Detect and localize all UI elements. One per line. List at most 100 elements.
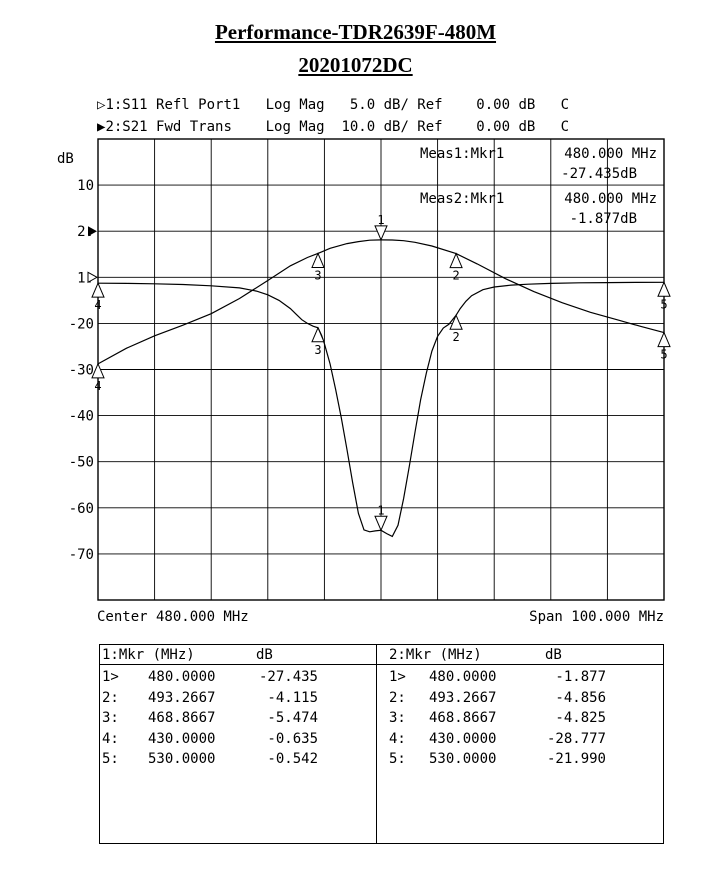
marker-table-right-db: -4.856: [555, 689, 606, 706]
marker-table-right-mkr: 5:: [389, 751, 406, 767]
marker-label: 4: [94, 298, 101, 312]
marker-label: 3: [314, 268, 321, 282]
trace-s11: [97, 281, 665, 538]
meas-value: -1.877dB: [570, 211, 637, 227]
page-subtitle: 20201072DC: [298, 53, 413, 77]
traces: [97, 239, 665, 538]
marker-table-left-mkr: 3:: [102, 710, 119, 726]
y-axis-label: dB: [57, 151, 74, 167]
marker-table-left: 1:Mkr (MHz) dB 1> 480.0000 -27.435 2: 493.26…: [100, 645, 376, 843]
marker-s11-3: 3: [311, 326, 325, 357]
center-label: Center 480.000 MHz: [97, 609, 249, 625]
marker-label: 2: [452, 330, 459, 344]
meas-readouts: Meas1:Mkr1 480.000 MHz -27.435dB Meas2:Mkr1…: [420, 146, 657, 227]
marker-s11-5: 5: [657, 281, 671, 311]
marker-s21-5: 5: [657, 331, 671, 362]
marker-table-left-freq: 480.0000: [148, 669, 216, 685]
marker-table-left-freq: 493.2667: [148, 689, 216, 706]
marker-table-right-freq: 530.0000: [429, 751, 497, 767]
ref-pointer-icon: [87, 271, 99, 284]
marker-label: 1: [377, 503, 384, 517]
span-label: Span 100.000 MHz: [529, 609, 664, 625]
marker-table-left-mkr: 2:: [102, 689, 119, 706]
meas-label: Meas2:Mkr1: [420, 191, 504, 207]
marker-table-left-db: -0.635: [267, 730, 318, 747]
marker-table-left-freq: 530.0000: [148, 751, 216, 767]
marker-table-left-freq: 430.0000: [148, 730, 216, 747]
y-tick-label: -30: [69, 363, 94, 379]
marker-triangle-icon: [311, 252, 325, 268]
y-tick-label: -60: [69, 501, 94, 517]
meas-label: Meas1:Mkr1: [420, 146, 504, 162]
marker-label: 4: [94, 379, 101, 393]
marker-triangle-icon: [374, 225, 388, 242]
marker-s21-4: 4: [91, 362, 105, 393]
meas-freq: 480.000 MHz: [564, 146, 657, 162]
marker-table-right-freq: 493.2667: [429, 689, 497, 706]
page-title: Performance-TDR2639F-480M: [214, 20, 497, 44]
channel-2-text: 2:S21 Fwd Trans Log Mag 10.0 dB/ Ref 0.0…: [105, 119, 570, 135]
marker-triangle-icon: [91, 362, 105, 379]
marker-label: 5: [660, 348, 667, 362]
marker-table-right-freq: 480.0000: [429, 669, 497, 685]
marker-table-left-db: -0.542: [267, 751, 318, 767]
marker-table-right-db: -4.825: [555, 710, 606, 726]
marker-s21-3: 3: [311, 252, 325, 282]
marker-label: 1: [377, 213, 384, 227]
marker-table-right-db: -1.877: [555, 669, 606, 685]
marker-triangle-icon: [449, 313, 463, 330]
y-tick-labels: 102:1:-20-30-40-50-60-70: [69, 178, 99, 563]
marker-table-left-db: -27.435: [258, 669, 318, 685]
marker-s21-1: 1: [374, 213, 388, 242]
channel-1-line: ▷1:S11 Refl Port1 Log Mag 5.0 dB/ Ref 0.…: [97, 97, 569, 113]
marker-label: 2: [452, 269, 459, 283]
marker-table-right-mkr: 3:: [389, 710, 406, 726]
marker-table-right-db: -28.777: [546, 730, 606, 747]
y-tick-label: -40: [69, 409, 94, 425]
marker-table-right-freq: 430.0000: [429, 730, 497, 747]
marker-label: 5: [660, 297, 667, 311]
right-header-db: dB: [545, 647, 562, 663]
channel-2-line: ▶2:S21 Fwd Trans Log Mag 10.0 dB/ Ref 0.…: [97, 119, 569, 135]
left-header-mkr: 1:Mkr (MHz): [102, 647, 195, 663]
marker-triangle-icon: [91, 281, 105, 298]
marker-label: 3: [314, 343, 321, 357]
channel-1-text: 1:S11 Refl Port1 Log Mag 5.0 dB/ Ref 0.0…: [105, 97, 570, 113]
marker-s11-1: 1: [374, 503, 388, 532]
table-header-line: [100, 645, 663, 665]
table-divider: [376, 645, 377, 843]
marker-table-right-mkr: 4:: [389, 730, 406, 747]
trace-markers: 1 2 3 4 5 1 2 3 4 5: [91, 213, 671, 532]
left-header-db: dB: [256, 647, 273, 663]
marker-s11-4: 4: [91, 281, 105, 312]
marker-table-left-mkr: 5:: [102, 751, 119, 767]
marker-table-right-freq: 468.8667: [429, 710, 497, 726]
marker-table-right-mkr: 1>: [389, 669, 406, 685]
marker-triangle-icon: [657, 331, 671, 348]
y-tick-label: -70: [69, 547, 94, 563]
marker-s21-2: 2: [449, 252, 463, 283]
chart: dB 102:1:-20-30-40-50-60-70 Meas1:Mkr1 48…: [57, 138, 671, 625]
meas-value: -27.435dB: [561, 166, 637, 182]
marker-table-left-db: -5.474: [267, 710, 318, 726]
marker-triangle-icon: [449, 252, 463, 269]
marker-table-left-db: -4.115: [267, 689, 318, 706]
marker-triangle-icon: [311, 326, 325, 343]
marker-triangle-icon: [657, 281, 671, 297]
marker-table-left-mkr: 1>: [102, 669, 119, 685]
marker-triangle-icon: [374, 515, 388, 532]
right-header-mkr: 2:Mkr (MHz): [389, 647, 482, 663]
channel-2-marker-icon: ▶: [97, 119, 106, 135]
y-tick-label: -50: [69, 455, 94, 471]
marker-s11-2: 2: [449, 313, 463, 344]
meas-freq: 480.000 MHz: [564, 191, 657, 207]
y-tick-label: 10: [77, 178, 94, 194]
marker-table: 1:Mkr (MHz) dB 1> 480.0000 -27.435 2: 493.26…: [99, 644, 664, 844]
marker-table-right-db: -21.990: [546, 751, 606, 767]
y-tick-label: -20: [69, 316, 94, 332]
marker-table-right: 2:Mkr (MHz) dB 1> 480.0000 -1.877 2: 493.266…: [377, 645, 664, 843]
ref-pointer-icon: [88, 226, 97, 237]
marker-table-left-mkr: 4:: [102, 730, 119, 747]
marker-table-right-mkr: 2:: [389, 689, 406, 706]
marker-table-left-freq: 468.8667: [148, 710, 216, 726]
